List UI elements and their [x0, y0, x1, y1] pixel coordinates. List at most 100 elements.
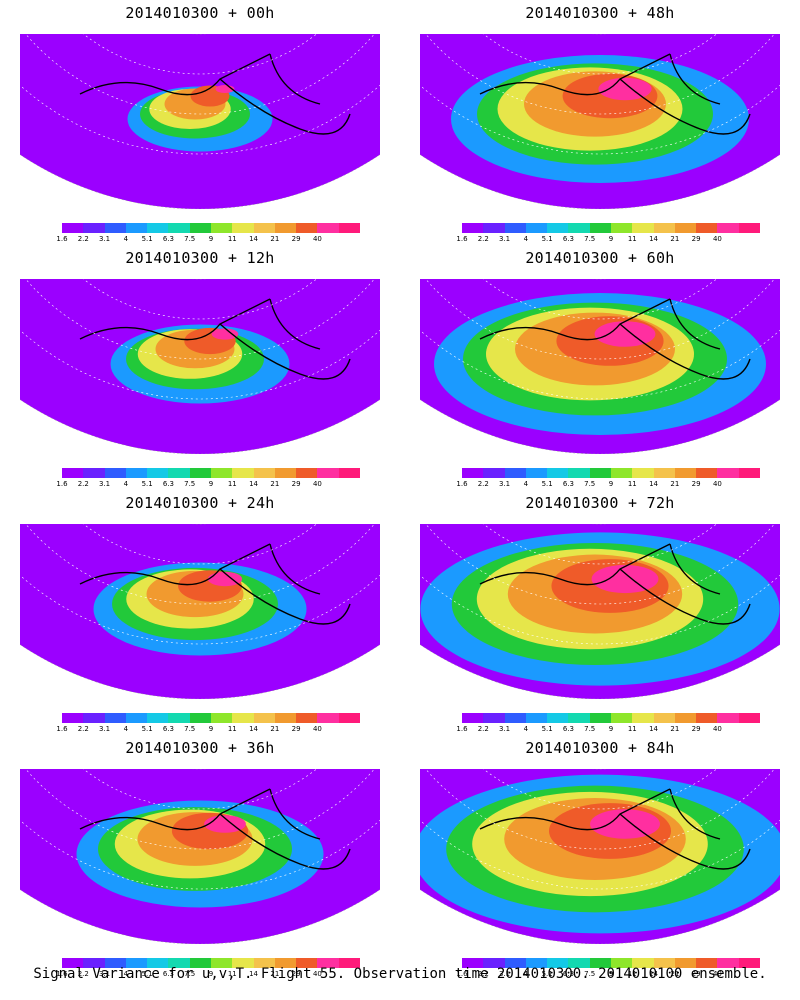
- colorbar-tick-label: 4: [523, 235, 529, 243]
- latitude-line: [420, 34, 780, 115]
- latitude-line: [20, 528, 380, 645]
- map-panel: 2014010300 + 12h 1.6 2.2 3.1 4 5.1 6.3 7.5 9 11 14…: [0, 245, 400, 490]
- colorbar: [62, 958, 360, 968]
- latitude-line: [20, 283, 380, 400]
- map-panel: 2014010300 + 00h 1.6 2.2 3.1 4 5.1 6.3 7.5 9 11 14…: [0, 0, 400, 245]
- panel-title: 2014010300 + 72h: [525, 494, 675, 512]
- colorbar-swatch: [632, 468, 654, 478]
- latitude-line: [20, 34, 380, 115]
- colorbar-swatch: [253, 468, 275, 478]
- colorbar-tick-label: 1.6: [56, 235, 68, 243]
- colorbar-swatch: [462, 468, 484, 478]
- colorbar-tick-label: 21: [270, 970, 280, 978]
- map-panel: 2014010300 + 36h 1.6 2.2 3.1 4 5.1 6.3 7.5 9 11 14…: [0, 735, 400, 980]
- colorbar-swatch: [125, 713, 148, 723]
- colorbar-swatch: [147, 468, 169, 478]
- colorbar-tick-label: 6.3: [562, 725, 574, 733]
- colorbar-swatch: [253, 223, 275, 233]
- colorbar-swatch: [253, 958, 275, 968]
- colorbar-tick-label: 29: [691, 480, 701, 488]
- colorbar-swatch: [296, 223, 318, 233]
- coastline: [479, 543, 751, 625]
- contour-region: [591, 564, 659, 594]
- colorbar-swatch: [83, 468, 105, 478]
- colorbar-tick-label: 6.3: [562, 480, 574, 488]
- colorbar-swatch: [274, 468, 297, 478]
- colorbar-swatch: [610, 713, 633, 723]
- colorbar-tick-label: 5.1: [141, 970, 153, 978]
- latitude-line: [420, 769, 780, 850]
- colorbar-swatch: [317, 223, 339, 233]
- colorbar-tick-label: 7.5: [584, 725, 596, 733]
- colorbar-swatch: [125, 223, 148, 233]
- colorbar-swatch: [83, 223, 105, 233]
- coastline: [479, 298, 751, 380]
- colorbar-swatch: [696, 223, 718, 233]
- colorbar-tick-label: 9: [208, 970, 214, 978]
- colorbar-swatch: [83, 958, 105, 968]
- latitude-line: [20, 279, 380, 360]
- map-panel: 2014010300 + 84h 1.6 2.2 3.1 4 5.1 6.3 7.5 9 11 14…: [400, 735, 800, 980]
- map-panel: 2014010300 + 72h 1.6 2.2 3.1 4 5.1 6.3 7.5 9 11 14…: [400, 490, 800, 735]
- colorbar-swatch: [125, 468, 148, 478]
- colorbar-tick-label: 2.2: [477, 235, 489, 243]
- colorbar-swatch: [317, 468, 339, 478]
- colorbar-tick-label: 11: [227, 235, 237, 243]
- colorbar-tick-label: 5.1: [141, 725, 153, 733]
- colorbar-labels: 1.6 2.2 3.1 4 5.1 6.3 7.5 9 11 14 21 29 40: [456, 725, 762, 735]
- panel-title: 2014010300 + 12h: [125, 249, 275, 267]
- colorbar-swatch: [274, 713, 297, 723]
- colorbar-tick-label: 2.2: [77, 480, 89, 488]
- colorbar-swatch: [104, 468, 126, 478]
- colorbar-tick-label: 21: [670, 725, 680, 733]
- colorbar-tick-label: 14: [249, 970, 259, 978]
- colorbar-swatch: [147, 713, 169, 723]
- colorbar-tick-label: 5.1: [541, 725, 553, 733]
- map-panel: 2014010300 + 60h 1.6 2.2 3.1 4 5.1 6.3 7.5 9 11 14…: [400, 245, 800, 490]
- variance-map: [20, 524, 380, 699]
- colorbar: [462, 468, 760, 478]
- colorbar-swatch: [296, 958, 318, 968]
- colorbar-tick-label: 4: [123, 970, 129, 978]
- colorbar-tick-label: 14: [249, 725, 259, 733]
- colorbar-tick-label: 11: [627, 970, 637, 978]
- colorbar-swatch: [738, 468, 760, 478]
- colorbar-tick-label: 7.5: [584, 480, 596, 488]
- colorbar-swatch: [168, 468, 190, 478]
- colorbar-swatch: [210, 958, 233, 968]
- colorbar-tick-label: 9: [208, 235, 214, 243]
- colorbar-swatch: [653, 958, 675, 968]
- panel-title: 2014010300 + 48h: [525, 4, 675, 22]
- colorbar-tick-label: 6.3: [162, 235, 174, 243]
- colorbar-tick-label: 40: [312, 480, 322, 488]
- colorbar-tick-label: 9: [208, 725, 214, 733]
- variance-map: [420, 279, 780, 454]
- colorbar-tick-label: 2.2: [477, 725, 489, 733]
- colorbar-tick-label: 5.1: [141, 480, 153, 488]
- colorbar-swatch: [189, 713, 211, 723]
- colorbar-labels: 1.6 2.2 3.1 4 5.1 6.3 7.5 9 11 14 21 29 40: [456, 235, 762, 245]
- colorbar-tick-label: 2.2: [477, 970, 489, 978]
- colorbar-swatch: [696, 713, 718, 723]
- colorbar-swatch: [653, 223, 675, 233]
- colorbar-swatch: [696, 958, 718, 968]
- colorbar-tick-label: 7.5: [184, 970, 196, 978]
- colorbar-swatch: [653, 713, 675, 723]
- colorbar-swatch: [62, 958, 84, 968]
- colorbar: [462, 713, 760, 723]
- coastline: [79, 53, 351, 135]
- colorbar-swatch: [462, 223, 484, 233]
- coastline: [79, 298, 351, 380]
- colorbar-swatch: [568, 958, 590, 968]
- coastline: [479, 53, 751, 135]
- colorbar-tick-label: 5.1: [541, 480, 553, 488]
- colorbar-tick-label: 21: [270, 235, 280, 243]
- map-panel: 2014010300 + 24h 1.6 2.2 3.1 4 5.1 6.3 7.5 9 11 14…: [0, 490, 400, 735]
- colorbar-tick-label: 4: [123, 725, 129, 733]
- colorbar-tick-label: 14: [249, 480, 259, 488]
- colorbar-swatch: [147, 223, 169, 233]
- panel-title: 2014010300 + 60h: [525, 249, 675, 267]
- colorbar-swatch: [674, 468, 697, 478]
- colorbar-tick-label: 40: [712, 970, 722, 978]
- colorbar-swatch: [632, 223, 654, 233]
